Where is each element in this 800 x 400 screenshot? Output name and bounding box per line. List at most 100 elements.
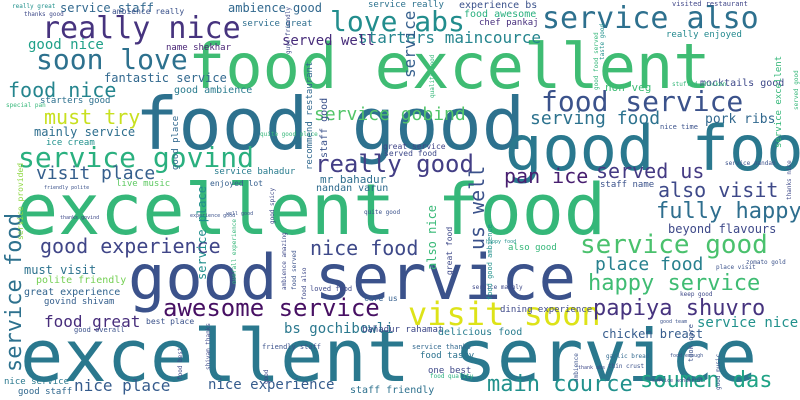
- word-good-spicy: good spicy: [269, 187, 276, 224]
- word-must-try: must try: [44, 105, 141, 129]
- word-chicken-breast: chicken breast: [602, 327, 704, 341]
- word-food-best: shivam thanks: [205, 323, 212, 370]
- word-soon-love: soon love: [36, 43, 188, 76]
- word-non-veg: non veg: [605, 81, 652, 94]
- word-nice-time: took care: [687, 324, 695, 362]
- word-also-nice: also nice: [425, 204, 439, 270]
- word-chef-pankaj: chef pankaj: [479, 18, 539, 28]
- word-nice-food: nice food: [310, 236, 419, 260]
- word-care-us: care us: [364, 294, 398, 303]
- word-experience-good: recommend restaurant: [305, 61, 315, 170]
- word-really-nice: really nice: [42, 11, 241, 46]
- word-nice-experience: nice experience: [208, 377, 335, 393]
- word-pan-ice: pan ice: [504, 164, 589, 188]
- word-service-gobind: service gobind: [314, 104, 466, 125]
- word-service-bahadur: service bahadur: [214, 167, 296, 177]
- word-service-great: service great: [242, 19, 313, 29]
- word-excellent-food: excellent food: [16, 169, 607, 251]
- word-friendly-staff: friendly staff: [262, 343, 322, 351]
- word-loved-food: loved food: [310, 285, 353, 293]
- word-live-music: live music: [116, 179, 171, 189]
- word-excellent-service: excellent service: [20, 314, 757, 398]
- word-thanks-govind: friendly polite: [44, 185, 90, 191]
- word-served-food: served food: [384, 149, 437, 158]
- word-food-also: food also: [301, 267, 308, 300]
- word-place-food: place food: [595, 254, 704, 275]
- word-ice-cream: ice cream: [46, 138, 95, 148]
- word-mocktails-good: taste good: [599, 23, 606, 60]
- word-quite-good: quite good: [364, 209, 401, 216]
- word-great-service: great service: [383, 142, 446, 151]
- word-keep-good: keep good: [680, 291, 713, 298]
- word-food-nice: food nice: [8, 78, 117, 102]
- word-service-wonderful: service wonderful: [652, 378, 704, 384]
- word-service-also: service also: [542, 1, 759, 36]
- word-mocktails-extra: served good: [793, 70, 800, 110]
- word-food-great: food great: [44, 312, 141, 331]
- word-must-visit: must visit: [24, 263, 97, 277]
- word-staff-good: staff good: [319, 97, 330, 158]
- word-really-enjoyed: really enjoyed: [666, 30, 742, 40]
- word-experience-bs: experience bs: [459, 0, 538, 11]
- word-food-excellent: food excellent: [188, 30, 711, 103]
- word-service-staff: service staff: [60, 1, 154, 15]
- word-food-enough: food enough: [670, 353, 704, 359]
- word-papiya-shuvro: papiya shuvro: [593, 296, 766, 321]
- word-quality-food: quality food: [429, 54, 436, 98]
- word-well-good: well good: [226, 211, 254, 217]
- word-service-really: service really: [368, 0, 444, 10]
- word-also-good: also good: [508, 243, 557, 253]
- word-soumen-das: soumen das: [640, 368, 773, 393]
- word-delicious-food: delicious food: [438, 327, 523, 338]
- word-staff-friendly: staff friendly: [350, 385, 435, 396]
- word-fully-happy: fully happy: [656, 199, 800, 224]
- word-fantastic-service: fantastic service: [104, 71, 227, 85]
- word-best-place: best place: [146, 317, 195, 326]
- word-service-provided: service provided: [16, 162, 25, 240]
- word-service-thanks: service thanks: [412, 343, 472, 351]
- word-food-tasty: food tasty: [420, 351, 475, 361]
- word-bs-gochibowli: bs gochibowli: [284, 321, 394, 337]
- word-name-shekhar: name shekhar: [166, 43, 232, 53]
- word-food-good: food good: [135, 82, 526, 166]
- word-starters-good: starters good: [40, 96, 111, 106]
- word-nandan-varun: nandan varun: [316, 183, 389, 194]
- word-dining-experience: dining experience: [500, 305, 593, 315]
- word-served-us: served us: [596, 159, 705, 183]
- word-us-well: us well: [465, 165, 489, 250]
- word-main-cource: main cource: [487, 372, 633, 397]
- word-good-food: good food: [505, 112, 800, 185]
- word-bahadur-rahamat: bahadur rahamat: [362, 325, 444, 335]
- word-love-abs: love abs: [330, 5, 465, 38]
- word-service-vertical: service: [400, 10, 419, 78]
- word-nice-service: nice service: [4, 377, 70, 387]
- word-thin-crust: thin crust: [608, 363, 645, 370]
- word-friendly-polite: guys friendly: [285, 7, 292, 54]
- word-took-care: nice time: [660, 123, 698, 131]
- word-food-served: service mainly: [472, 284, 523, 291]
- word-thanks-nice: thanks nice: [786, 160, 793, 200]
- word-overall-experience: food served: [291, 250, 298, 290]
- word-food-service: food service: [541, 85, 744, 118]
- word-enjoyed-lot: enjoyed lot: [210, 179, 263, 188]
- word-special-pan: thanks govind: [60, 215, 100, 221]
- word-good-music: quite good place: [260, 131, 318, 138]
- word-food-good-ambience: food good ambience: [486, 224, 494, 300]
- word-happy-food: happy food: [486, 239, 517, 245]
- word-nice-place: nice place: [74, 376, 171, 395]
- word-service-place: service place: [195, 186, 209, 280]
- word-ambience-really: ambience really: [112, 7, 185, 16]
- word-one-best: one best: [428, 366, 472, 376]
- word-served-well: served well: [282, 33, 375, 49]
- word-mr-bahadur: mr bahadur: [320, 173, 387, 186]
- word-ambience-amazing: ambience amazing: [281, 232, 288, 290]
- word-also-visit: also visit: [658, 178, 779, 202]
- word-visited-restaurant: visited restaurant: [672, 0, 748, 8]
- word-zomato-gold: zomato gold: [746, 259, 786, 266]
- word-visit-soon: visit soon: [408, 295, 601, 333]
- word-polite-friendly: polite friendly: [36, 275, 127, 286]
- word-service-good: service good: [580, 230, 768, 260]
- word-served-good: stuffed chicken: [672, 81, 727, 88]
- word-govind-shivam: govind shivam: [44, 297, 115, 307]
